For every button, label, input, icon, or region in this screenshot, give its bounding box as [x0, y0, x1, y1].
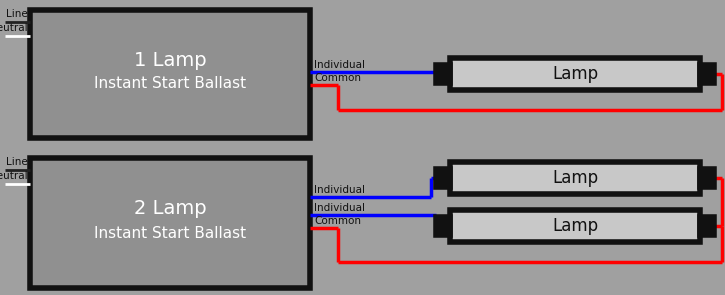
FancyBboxPatch shape: [450, 162, 700, 194]
FancyBboxPatch shape: [30, 158, 310, 288]
Text: Individual: Individual: [314, 185, 365, 195]
Text: Lamp: Lamp: [552, 65, 598, 83]
FancyBboxPatch shape: [450, 58, 700, 90]
Text: Neutral: Neutral: [0, 171, 28, 181]
FancyBboxPatch shape: [450, 210, 700, 242]
Text: Common: Common: [314, 216, 361, 226]
Text: Instant Start Ballast: Instant Start Ballast: [94, 76, 246, 91]
Text: Neutral: Neutral: [0, 23, 28, 33]
Text: 2 Lamp: 2 Lamp: [133, 199, 207, 219]
FancyBboxPatch shape: [700, 217, 714, 235]
FancyBboxPatch shape: [436, 217, 450, 235]
FancyBboxPatch shape: [436, 65, 450, 83]
Text: Line: Line: [7, 9, 28, 19]
Text: Instant Start Ballast: Instant Start Ballast: [94, 225, 246, 240]
Text: Individual: Individual: [314, 203, 365, 213]
Text: 1 Lamp: 1 Lamp: [133, 50, 207, 70]
FancyBboxPatch shape: [436, 169, 450, 187]
FancyBboxPatch shape: [30, 10, 310, 138]
Text: Lamp: Lamp: [552, 169, 598, 187]
FancyBboxPatch shape: [700, 169, 714, 187]
Text: Common: Common: [314, 73, 361, 83]
FancyBboxPatch shape: [700, 65, 714, 83]
Text: Line: Line: [7, 157, 28, 167]
Text: Individual: Individual: [314, 60, 365, 70]
Text: Lamp: Lamp: [552, 217, 598, 235]
